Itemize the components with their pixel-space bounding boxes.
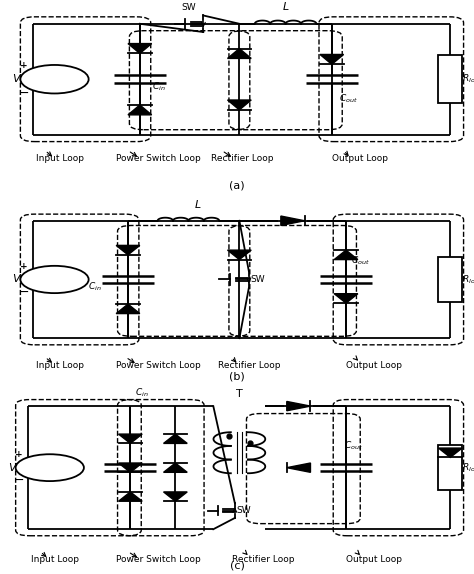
Text: −: − bbox=[18, 286, 29, 299]
Text: $V_{in}$: $V_{in}$ bbox=[8, 461, 24, 475]
Polygon shape bbox=[116, 246, 140, 255]
Polygon shape bbox=[118, 463, 142, 472]
Text: +: + bbox=[51, 270, 58, 279]
Text: Power Switch Loop: Power Switch Loop bbox=[116, 154, 201, 164]
Polygon shape bbox=[164, 463, 187, 472]
Text: $C_{in}$: $C_{in}$ bbox=[135, 386, 149, 398]
Text: +: + bbox=[20, 61, 27, 70]
Text: Output Loop: Output Loop bbox=[332, 154, 388, 164]
Polygon shape bbox=[228, 250, 251, 259]
Text: (a): (a) bbox=[229, 180, 245, 190]
Text: Power Switch Loop: Power Switch Loop bbox=[116, 361, 201, 370]
Text: SW: SW bbox=[182, 3, 196, 12]
Text: $C_{in}$: $C_{in}$ bbox=[152, 81, 165, 94]
Text: SW: SW bbox=[237, 506, 251, 515]
Text: $V_{in}$: $V_{in}$ bbox=[12, 273, 28, 286]
Text: Input Loop: Input Loop bbox=[31, 556, 79, 564]
Polygon shape bbox=[287, 463, 310, 472]
Polygon shape bbox=[118, 434, 142, 443]
Text: $R_{load}$: $R_{load}$ bbox=[462, 73, 474, 86]
Polygon shape bbox=[164, 492, 187, 501]
Text: Rectifier Loop: Rectifier Loop bbox=[211, 154, 273, 164]
Bar bbox=[438, 56, 462, 103]
Text: $C_{in}$: $C_{in}$ bbox=[88, 281, 101, 293]
Text: −: − bbox=[50, 279, 59, 292]
Bar bbox=[438, 257, 462, 302]
Text: +: + bbox=[15, 450, 23, 459]
Text: $V_{in}$: $V_{in}$ bbox=[12, 72, 28, 86]
Text: $C_{out}$: $C_{out}$ bbox=[339, 93, 358, 105]
Text: Power Switch Loop: Power Switch Loop bbox=[116, 556, 201, 564]
Text: $R_{load}$: $R_{load}$ bbox=[462, 273, 474, 286]
Text: $C_{out}$: $C_{out}$ bbox=[351, 254, 370, 267]
Polygon shape bbox=[438, 448, 462, 457]
Text: Rectifier Loop: Rectifier Loop bbox=[232, 556, 295, 564]
Polygon shape bbox=[228, 100, 251, 110]
Text: −: − bbox=[14, 474, 24, 487]
Text: Rectifier Loop: Rectifier Loop bbox=[218, 361, 281, 370]
Text: $R_{load}$: $R_{load}$ bbox=[462, 461, 474, 474]
Text: +: + bbox=[46, 458, 53, 467]
Text: $C_{out}$: $C_{out}$ bbox=[344, 439, 363, 452]
Text: SW: SW bbox=[251, 275, 265, 284]
Text: +: + bbox=[51, 69, 58, 78]
Circle shape bbox=[16, 454, 84, 481]
Text: Output Loop: Output Loop bbox=[346, 361, 402, 370]
Text: +: + bbox=[20, 262, 27, 271]
Polygon shape bbox=[334, 294, 358, 303]
Polygon shape bbox=[164, 434, 187, 443]
Polygon shape bbox=[128, 44, 152, 53]
Polygon shape bbox=[128, 105, 152, 115]
Text: (b): (b) bbox=[229, 372, 245, 382]
Polygon shape bbox=[118, 492, 142, 501]
Text: Input Loop: Input Loop bbox=[36, 361, 83, 370]
Text: −: − bbox=[50, 79, 59, 92]
Text: L: L bbox=[195, 200, 201, 210]
Text: Output Loop: Output Loop bbox=[346, 556, 402, 564]
Text: −: − bbox=[18, 87, 29, 99]
Polygon shape bbox=[287, 401, 310, 411]
Polygon shape bbox=[334, 250, 358, 259]
Text: (c): (c) bbox=[229, 560, 245, 571]
Circle shape bbox=[20, 266, 89, 293]
Polygon shape bbox=[116, 304, 140, 313]
Polygon shape bbox=[281, 216, 304, 226]
Text: T: T bbox=[236, 389, 243, 398]
Text: Input Loop: Input Loop bbox=[36, 154, 83, 164]
Text: −: − bbox=[45, 467, 55, 480]
Polygon shape bbox=[320, 55, 344, 64]
Circle shape bbox=[20, 65, 89, 94]
Text: L: L bbox=[283, 2, 289, 12]
Polygon shape bbox=[228, 49, 251, 59]
Bar bbox=[438, 445, 462, 490]
